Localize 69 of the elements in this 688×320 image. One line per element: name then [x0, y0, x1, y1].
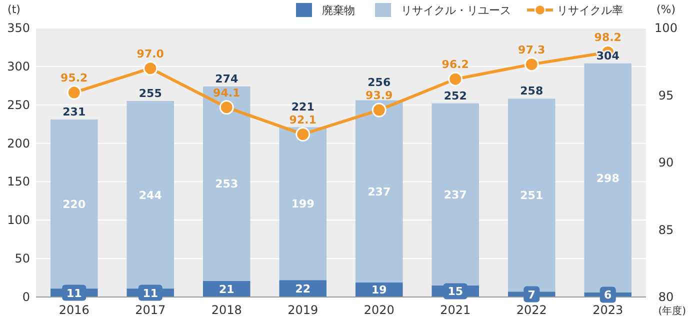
data-label: 94.1 — [213, 86, 240, 100]
data-label: 11 — [66, 286, 82, 300]
total-label: 274 — [215, 72, 238, 86]
y-tick-label: 0 — [22, 290, 30, 304]
legend-label: リサイクル・リユース — [401, 4, 511, 17]
data-label: 95.2 — [60, 72, 88, 85]
total-label: 255 — [138, 87, 162, 100]
data-label: 220 — [62, 198, 86, 212]
x-tick-label: 2023 — [592, 303, 624, 317]
y2-axis-title: (%) — [656, 3, 676, 16]
x-tick-label: 2016 — [58, 303, 90, 317]
point — [219, 100, 234, 115]
bar — [355, 100, 403, 282]
data-label: 98.2 — [594, 31, 622, 44]
data-label: 298 — [596, 172, 620, 185]
x-tick-label: 2018 — [211, 303, 242, 317]
data-label: 6 — [604, 288, 612, 302]
y2-tick-label: 95 — [658, 88, 674, 102]
y-tick-label: 100 — [7, 213, 30, 228]
data-label: 22 — [295, 282, 311, 296]
y-tick-label: 250 — [7, 98, 30, 112]
bar — [202, 86, 250, 281]
data-label: 97.3 — [518, 43, 546, 56]
total-label: 258 — [520, 84, 544, 98]
y-tick-label: 200 — [7, 136, 30, 150]
total-label: 231 — [62, 105, 86, 118]
data-label: 253 — [215, 178, 238, 191]
data-label: 237 — [368, 185, 391, 198]
y-axis-title: (t) — [8, 3, 20, 16]
y-tick-label: 300 — [7, 59, 30, 74]
point — [524, 57, 539, 72]
x-tick-label: 2020 — [364, 303, 394, 317]
data-label: 11 — [142, 286, 158, 300]
y2-tick-label: 85 — [658, 222, 674, 237]
data-label: 97.0 — [136, 47, 164, 60]
legend-label: 廃棄物 — [322, 4, 355, 17]
data-label: 237 — [444, 188, 467, 202]
data-label: 244 — [138, 188, 162, 202]
y-tick-label: 150 — [7, 174, 30, 189]
data-label: 96.2 — [442, 58, 469, 72]
y2-tick-label: 100 — [654, 21, 678, 35]
y2-tick-label: 90 — [658, 156, 674, 170]
data-label: 92.1 — [289, 113, 316, 126]
y2-tick-label: 80 — [658, 290, 674, 304]
data-label: 93.9 — [366, 89, 393, 102]
data-label: 199 — [291, 198, 314, 211]
point — [143, 61, 158, 76]
bar — [279, 127, 327, 280]
data-label: 251 — [520, 189, 544, 202]
legend-label: リサイクル率 — [557, 4, 623, 17]
total-label: 252 — [444, 89, 467, 102]
x-tick-label: 2017 — [135, 303, 166, 317]
x-tick-label: 2021 — [440, 303, 471, 317]
total-label: 256 — [368, 76, 391, 90]
data-label: 21 — [218, 282, 234, 296]
y-tick-label: 350 — [7, 21, 30, 35]
data-label: 7 — [528, 288, 536, 302]
x-tick-label: 2019 — [288, 303, 318, 317]
point — [448, 72, 463, 86]
point — [66, 85, 82, 100]
x-tick-label: 2022 — [516, 303, 547, 317]
x-axis-title: (年度) — [658, 305, 686, 317]
y-tick-label: 50 — [14, 252, 30, 266]
data-label: 15 — [448, 285, 464, 298]
total-label: 221 — [291, 100, 314, 114]
bar — [508, 98, 556, 292]
point — [372, 102, 386, 118]
data-label: 19 — [371, 284, 387, 297]
point — [296, 127, 310, 142]
